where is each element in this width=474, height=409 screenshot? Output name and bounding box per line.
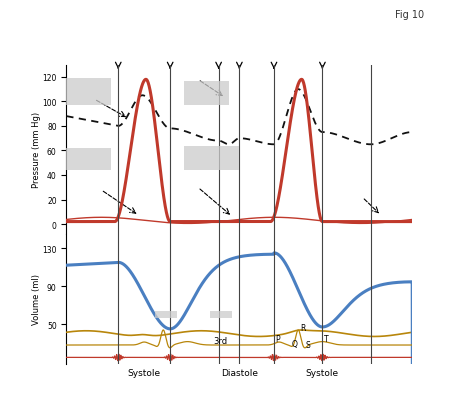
Text: Fig 10: Fig 10 xyxy=(395,10,424,20)
FancyBboxPatch shape xyxy=(184,146,239,171)
Text: T: T xyxy=(324,335,329,344)
Text: Systole: Systole xyxy=(306,368,339,377)
Text: Q: Q xyxy=(292,339,298,348)
Text: R: R xyxy=(300,323,306,332)
Text: Systole: Systole xyxy=(128,368,161,377)
Text: Diastole: Diastole xyxy=(221,368,258,377)
FancyBboxPatch shape xyxy=(210,311,232,319)
FancyBboxPatch shape xyxy=(184,81,229,106)
Y-axis label: Volume (ml): Volume (ml) xyxy=(32,274,41,325)
Y-axis label: Pressure (mm Hg): Pressure (mm Hg) xyxy=(32,112,41,188)
FancyBboxPatch shape xyxy=(66,148,111,171)
Text: S: S xyxy=(306,340,310,349)
FancyBboxPatch shape xyxy=(66,79,111,106)
Text: P: P xyxy=(276,334,280,343)
Text: 3rd: 3rd xyxy=(213,336,228,345)
FancyBboxPatch shape xyxy=(155,311,177,319)
